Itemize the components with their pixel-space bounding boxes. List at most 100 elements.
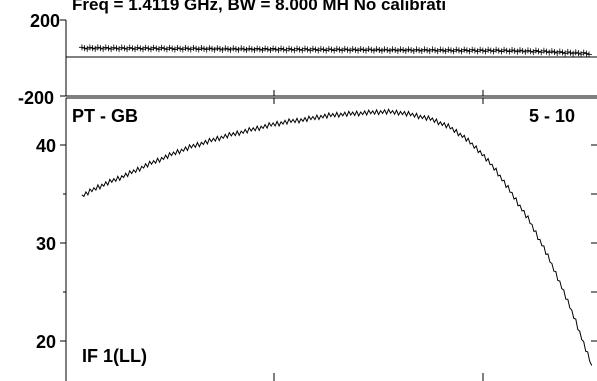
phase-point	[275, 47, 282, 54]
phase-point	[514, 48, 521, 55]
phase-point	[240, 46, 247, 53]
phase-point	[349, 46, 356, 53]
phase-point	[506, 48, 513, 55]
phase-point	[517, 47, 524, 54]
phase-point	[453, 46, 460, 53]
phase-point	[163, 46, 170, 53]
phase-series	[78, 44, 593, 58]
phase-point	[113, 45, 120, 52]
amplitude-series	[81, 108, 593, 366]
phase-point	[440, 47, 447, 54]
phase-point	[267, 47, 274, 54]
phase-point	[511, 47, 518, 54]
phase-point	[182, 44, 189, 51]
phase-point	[259, 47, 266, 54]
phase-point	[209, 45, 216, 52]
phase-point	[341, 45, 348, 52]
phase-point	[124, 46, 131, 53]
phase-point	[272, 46, 279, 53]
phase-point	[352, 46, 359, 53]
phase-point	[424, 47, 431, 54]
phase-ytick-label-top: 200	[30, 11, 60, 31]
phase-point	[461, 46, 468, 53]
phase-point	[230, 45, 237, 52]
phase-point	[278, 45, 285, 52]
phase-point	[530, 49, 537, 56]
phase-point	[522, 48, 529, 55]
phase-point	[570, 50, 577, 57]
phase-point	[286, 45, 293, 52]
phase-point	[477, 46, 484, 53]
phase-point	[562, 50, 569, 57]
phase-point	[110, 44, 117, 51]
phase-point	[370, 47, 377, 54]
phase-point	[564, 48, 571, 55]
phase-point	[116, 46, 123, 53]
phase-point	[137, 45, 144, 52]
phase-point	[121, 45, 128, 52]
phase-point	[357, 46, 364, 53]
phase-point	[187, 46, 194, 53]
phase-point	[471, 47, 478, 54]
phase-point	[493, 46, 500, 53]
phase-point	[532, 47, 539, 54]
phase-point	[227, 46, 234, 53]
phase-point	[246, 45, 253, 52]
phase-point	[256, 46, 263, 53]
phase-point	[487, 47, 494, 54]
phase-point	[100, 45, 107, 52]
phase-point	[474, 48, 481, 55]
phase-point	[437, 46, 444, 53]
phase-point	[495, 47, 502, 54]
phase-point	[331, 47, 338, 54]
phase-point	[280, 46, 287, 53]
phase-point	[139, 46, 146, 53]
phase-point	[392, 47, 399, 54]
phase-point	[376, 46, 383, 53]
phase-point	[150, 44, 157, 51]
phase-point	[524, 47, 531, 54]
phase-point	[293, 45, 300, 52]
phase-point	[333, 45, 340, 52]
phase-point	[203, 46, 210, 53]
phase-point	[469, 46, 476, 53]
phase-point	[134, 44, 141, 51]
phase-point	[384, 47, 391, 54]
phase-point	[126, 44, 133, 51]
phase-point	[105, 45, 112, 52]
phase-point	[262, 45, 269, 52]
phase-point	[301, 45, 308, 52]
phase-point	[559, 49, 566, 56]
chart-title: Freq = 1.4119 GHz, BW = 8.000 MH No cali…	[72, 0, 446, 14]
phase-point	[243, 46, 250, 53]
baseline-label: 5 - 10	[529, 106, 575, 126]
phase-point	[317, 45, 324, 52]
phase-point	[363, 47, 370, 54]
phase-point	[519, 48, 526, 55]
phase-point	[447, 47, 454, 54]
phase-point	[153, 45, 160, 52]
amplitude-line	[81, 108, 593, 366]
phase-point	[432, 47, 439, 54]
phase-point	[320, 46, 327, 53]
phase-point	[434, 48, 441, 55]
phase-point	[501, 46, 508, 53]
phase-point	[147, 46, 154, 53]
phase-point	[158, 44, 165, 51]
phase-point	[179, 46, 186, 53]
phase-point	[211, 46, 218, 53]
phase-point	[410, 47, 417, 54]
phase-point	[381, 46, 388, 53]
phase-point	[89, 45, 96, 52]
phase-point	[402, 47, 409, 54]
phase-point	[195, 46, 202, 53]
phase-point	[304, 46, 311, 53]
phase-point	[325, 45, 332, 52]
phase-point	[405, 46, 412, 53]
amp-ytick-label-20: 20	[36, 332, 56, 352]
phase-point	[389, 46, 396, 53]
phase-point	[455, 47, 462, 54]
phase-point	[556, 48, 563, 55]
phase-point	[190, 44, 197, 51]
phase-point	[485, 46, 492, 53]
